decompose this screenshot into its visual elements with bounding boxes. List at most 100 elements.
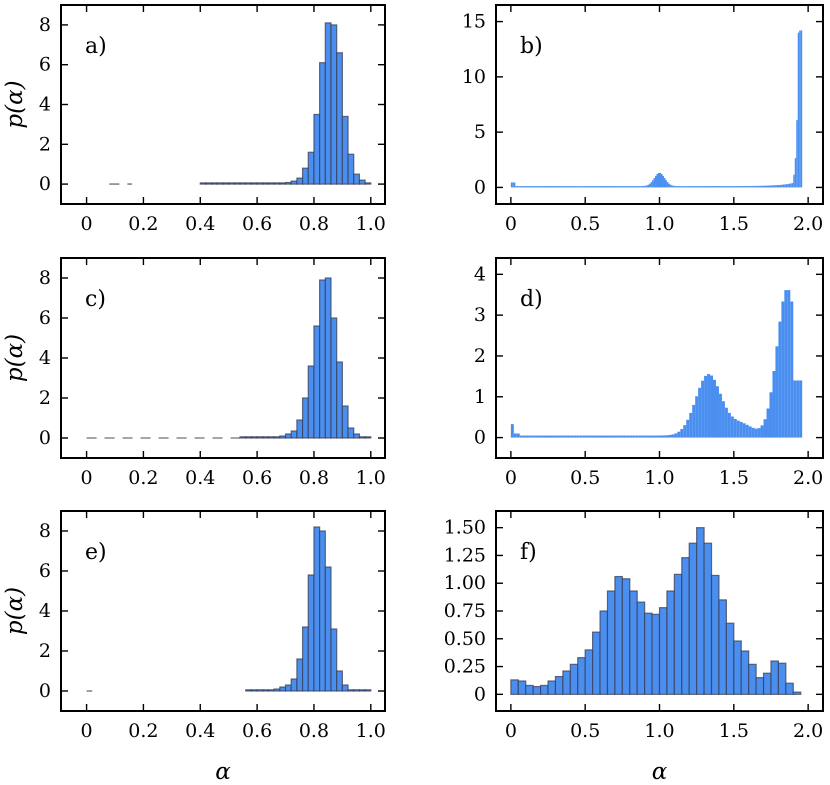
histogram-bar	[553, 186, 556, 188]
chart-panel-c: 0 0.2 0.4 0.6 0.8 1.0 0 2 4 6 8 c) p(α)	[2, 257, 386, 489]
histogram-bar	[273, 182, 281, 185]
histogram-bar	[791, 183, 794, 188]
x-tick-label: 0.6	[242, 720, 272, 742]
histogram-bar	[748, 426, 752, 438]
histogram-bar	[666, 590, 675, 695]
histogram-bar	[513, 182, 516, 188]
histogram-bar	[658, 172, 660, 188]
histogram-bar	[543, 186, 546, 188]
histogram-bar	[730, 186, 733, 188]
y-tick-label: 6	[39, 54, 51, 76]
histogram-bar	[668, 434, 672, 438]
histogram-bar	[782, 184, 785, 188]
histogram-bar	[307, 574, 315, 692]
histogram-bar	[695, 186, 697, 188]
histogram-bar	[554, 675, 564, 695]
histogram-bar	[353, 689, 361, 692]
histogram-bar	[718, 393, 722, 438]
histogram-bar	[592, 186, 595, 188]
panel-label: e)	[85, 540, 107, 565]
histogram-bar	[699, 186, 702, 188]
x-tick-label: 0	[505, 213, 517, 235]
plot-area	[510, 527, 802, 695]
histogram-bar	[606, 590, 616, 695]
histogram-bar	[279, 686, 287, 692]
histogram-bar	[662, 435, 666, 438]
histogram-bar	[726, 186, 728, 188]
histogram-bar	[766, 408, 770, 438]
histogram-bar	[284, 684, 292, 692]
histogram-bar	[577, 186, 580, 188]
histogram-bar	[644, 435, 648, 438]
chart-panel-f: 0 0.5 1.0 1.5 2.0 0 0.25 0.50 0.75 1.00 1.25 1.50 f)…	[444, 510, 824, 785]
plot-area	[109, 22, 372, 185]
histogram-bar	[536, 186, 538, 188]
histogram-bar	[785, 184, 788, 188]
histogram-bar	[754, 185, 757, 188]
histogram-bar	[571, 186, 574, 188]
histogram-bar	[307, 365, 315, 439]
histogram-bar	[671, 185, 673, 188]
histogram-bar	[760, 185, 763, 188]
histogram-bar	[256, 689, 264, 692]
x-tick-label: 0.8	[299, 213, 329, 235]
histogram-bar	[579, 186, 581, 188]
histogram-bar	[745, 185, 748, 188]
y-tick-label: 4	[474, 263, 486, 285]
plot-area	[510, 290, 803, 438]
histogram-bar	[592, 631, 601, 695]
y-tick-label: 1.25	[444, 544, 486, 566]
y-tick-label: 4	[39, 94, 51, 116]
histogram-bar	[683, 186, 685, 188]
histogram-bar	[760, 425, 764, 438]
histogram-bar	[698, 387, 702, 438]
histogram-bar	[714, 186, 716, 188]
histogram-bar	[739, 421, 743, 438]
histogram-bar	[522, 435, 526, 438]
histogram-bar	[658, 607, 668, 695]
histogram-bar	[319, 279, 326, 439]
histogram-bar	[516, 433, 520, 438]
histogram-bar	[616, 186, 618, 188]
histogram-bar	[733, 186, 736, 188]
histogram-bar	[636, 601, 646, 695]
histogram-bar	[756, 185, 758, 188]
histogram-bar	[336, 361, 343, 439]
histogram-bar	[735, 186, 737, 188]
histogram-bar	[284, 181, 292, 185]
histogram-bar	[619, 186, 621, 188]
x-tick-label: 1.5	[719, 467, 749, 489]
histogram-bar	[613, 186, 615, 188]
histogram-bar	[239, 182, 247, 185]
panel-label: c)	[85, 287, 106, 312]
histogram-bar	[534, 435, 538, 438]
histogram-bar	[775, 185, 777, 188]
y-tick-label: 0.75	[444, 600, 486, 622]
histogram-bar	[708, 186, 711, 188]
y-tick-label: 1.00	[444, 572, 486, 594]
histogram-bar	[301, 167, 309, 185]
histogram-bar	[710, 375, 714, 438]
histogram-bar	[677, 186, 679, 188]
histogram-bar	[518, 186, 520, 188]
y-tick-label: 5	[474, 121, 486, 143]
x-tick-label: 0.6	[242, 213, 272, 235]
y-tick-label: 0	[474, 683, 486, 705]
histogram-bar	[228, 182, 235, 185]
y-tick-label: 1.50	[444, 517, 486, 539]
histogram-bar	[324, 566, 332, 692]
histogram-bar	[635, 186, 638, 188]
histogram-bar	[751, 427, 755, 438]
histogram-bar	[680, 186, 682, 188]
histogram-bar	[347, 689, 355, 692]
histogram-bar	[701, 380, 705, 438]
histogram-bar	[608, 186, 611, 188]
histogram-bar	[647, 435, 651, 438]
histogram-bar	[586, 186, 589, 188]
histogram-bar	[347, 427, 355, 439]
histogram-bar	[301, 626, 309, 692]
histogram-bar	[736, 420, 740, 438]
histogram-bar	[693, 186, 696, 188]
histogram-bar	[611, 435, 615, 438]
x-tick-label: 0.2	[128, 720, 158, 742]
